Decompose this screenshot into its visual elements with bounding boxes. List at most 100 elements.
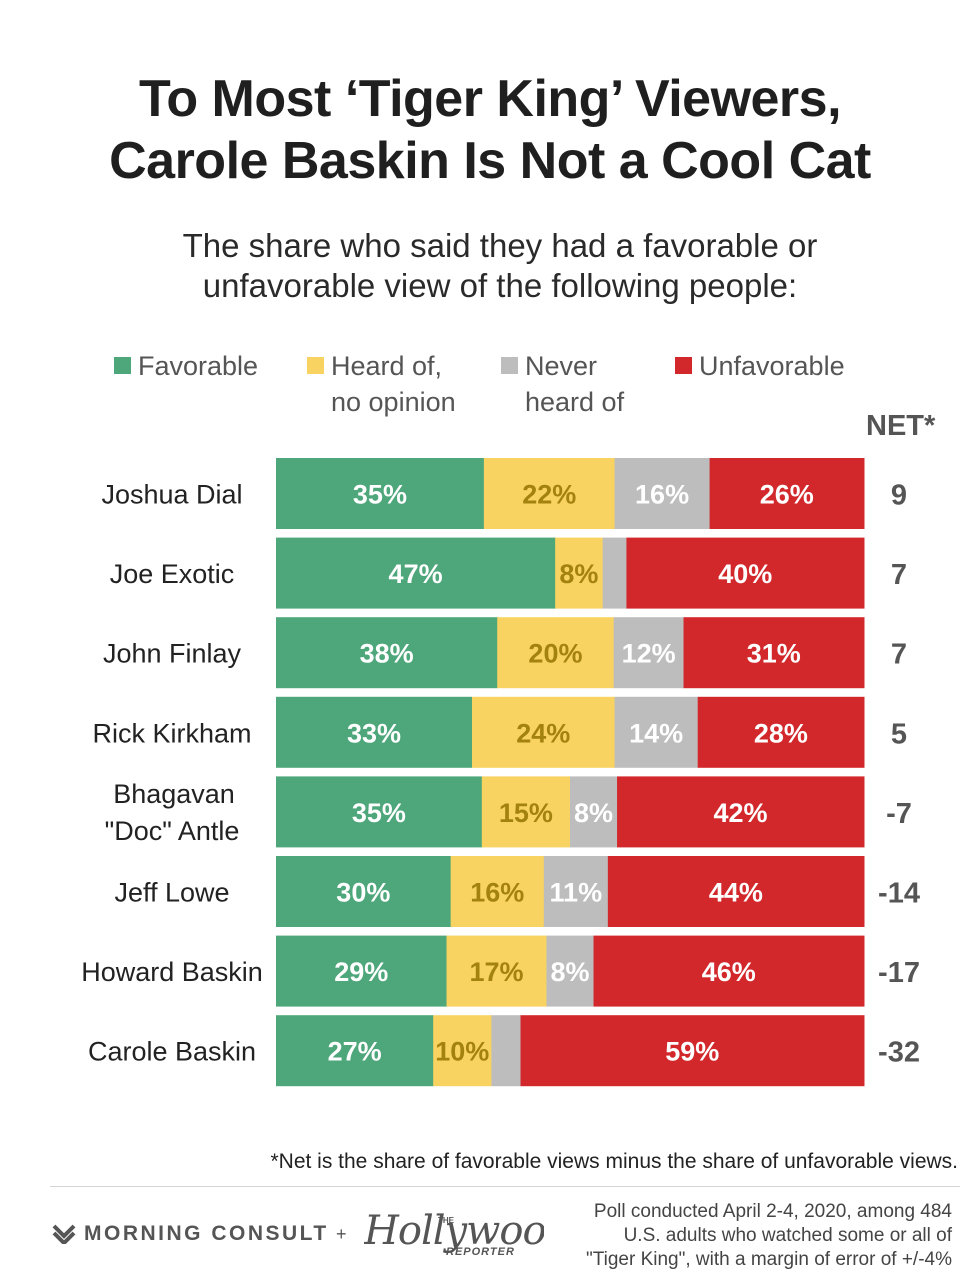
data-label-bhagavan-doc-antle-never-heard-of: 8%: [574, 798, 613, 828]
data-label-carole-baskin-favorable: 27%: [328, 1037, 382, 1067]
bar-segment-rick-kirkham-never-heard-of: [614, 696, 699, 768]
data-label-rick-kirkham-unfavorable: 28%: [754, 718, 808, 748]
data-label-jeff-lowe-unfavorable: 44%: [709, 878, 763, 908]
bar-segment-bhagavan-doc-antle-never-heard-of: [570, 776, 618, 848]
data-label-joe-exotic-unfavorable: 40%: [718, 559, 772, 589]
data-label-carole-baskin-heard-of-no-opinion: 10%: [435, 1037, 489, 1067]
legend-label-favorable: Favorable: [138, 351, 259, 381]
bar-segment-carole-baskin-unfavorable: [520, 1015, 865, 1087]
net-value-joshua-dial: 9: [891, 480, 907, 512]
chart-title: To Most ‘Tiger King’ Viewers, Carole Bas…: [0, 68, 980, 192]
bar-segment-joe-exotic-unfavorable: [626, 537, 865, 609]
net-value-joe-exotic: 7: [891, 559, 907, 591]
data-label-bhagavan-doc-antle-unfavorable: 42%: [713, 798, 767, 828]
footer-divider: [50, 1186, 960, 1187]
footnote: *Net is the share of favorable views min…: [270, 1150, 958, 1173]
bar-segment-joshua-dial-unfavorable: [709, 458, 865, 529]
net-value-rick-kirkham: 5: [891, 718, 907, 750]
legend-label-heard-of-line-1: Heard of,: [331, 351, 443, 381]
hollywood-reporter-wordmark: Hollywood: [364, 1212, 544, 1254]
bar-segment-howard-baskin-never-heard-of: [546, 935, 595, 1007]
data-label-howard-baskin-favorable: 29%: [334, 957, 388, 987]
data-label-carole-baskin-unfavorable: 59%: [665, 1037, 719, 1067]
category-label-carole-baskin: Carole Baskin: [88, 1037, 256, 1067]
legend-label-never-heard-line-2: heard of: [525, 387, 625, 417]
data-label-rick-kirkham-favorable: 33%: [347, 718, 401, 748]
chart-subtitle-line-1: The share who said they had a favorable …: [182, 227, 818, 264]
bar-segment-john-finlay-unfavorable: [683, 617, 865, 689]
morning-consult-wordmark: MORNING CONSULT: [84, 1222, 329, 1245]
net-value-john-finlay: 7: [891, 639, 907, 671]
bar-segment-bhagavan-doc-antle-favorable: [276, 776, 483, 848]
legend-swatch-heard-of: [307, 357, 324, 374]
legend-label-never-heard-line-1: Never: [525, 351, 598, 381]
net-value-howard-baskin: -17: [878, 957, 920, 989]
brand-plus-sign: +: [336, 1224, 347, 1244]
category-label-bhagavan-doc-antle: Bhagavan "Doc" Antle: [105, 779, 240, 846]
data-label-howard-baskin-never-heard-of: 8%: [550, 957, 589, 987]
bar-segment-john-finlay-never-heard-of: [613, 617, 685, 689]
data-label-jeff-lowe-heard-of-no-opinion: 16%: [470, 878, 524, 908]
data-label-jeff-lowe-never-heard-of: 11%: [550, 878, 603, 908]
legend-swatch-never-heard: [501, 357, 518, 374]
net-value-jeff-lowe: -14: [878, 878, 920, 910]
poll-note-line-2: U.S. adults who watched some or all of: [623, 1225, 952, 1246]
net-column-header: NET*: [866, 410, 936, 442]
poll-methodology-note: Poll conducted April 2-4, 2020, among 48…: [560, 1200, 952, 1272]
bar-segment-howard-baskin-unfavorable: [593, 935, 865, 1007]
category-label-rick-kirkham: Rick Kirkham: [92, 718, 251, 748]
data-label-howard-baskin-heard-of-no-opinion: 17%: [469, 957, 523, 987]
data-label-bhagavan-doc-antle-favorable: 35%: [352, 798, 406, 828]
data-label-john-finlay-never-heard-of: 12%: [622, 639, 676, 669]
bar-segment-howard-baskin-heard-of-no-opinion: [446, 935, 547, 1007]
bar-segment-rick-kirkham-heard-of-no-opinion: [472, 696, 616, 768]
data-label-rick-kirkham-heard-of-no-opinion: 24%: [516, 718, 570, 748]
data-label-bhagavan-doc-antle-heard-of-no-opinion: 15%: [499, 798, 553, 828]
data-label-joe-exotic-heard-of-no-opinion: 8%: [559, 559, 598, 589]
bar-segment-jeff-lowe-unfavorable: [607, 856, 865, 927]
data-label-joshua-dial-heard-of-no-opinion: 22%: [522, 480, 576, 510]
bar-segment-joe-exotic-favorable: [276, 537, 556, 609]
data-label-rick-kirkham-never-heard-of: 14%: [629, 718, 683, 748]
legend-swatch-unfavorable: [675, 357, 692, 374]
data-label-john-finlay-favorable: 38%: [360, 639, 414, 669]
category-label-jeff-lowe: Jeff Lowe: [114, 878, 229, 908]
data-label-howard-baskin-unfavorable: 46%: [702, 957, 756, 987]
category-label-joe-exotic: Joe Exotic: [110, 559, 235, 589]
legend-label-heard-of-line-2: no opinion: [331, 387, 456, 417]
bar-segment-joshua-dial-heard-of-no-opinion: [483, 458, 616, 529]
bar-segment-rick-kirkham-unfavorable: [697, 696, 865, 768]
bar-segment-john-finlay-heard-of-no-opinion: [497, 617, 615, 689]
bar-segment-bhagavan-doc-antle-unfavorable: [617, 776, 865, 848]
bar-segment-john-finlay-favorable: [276, 617, 498, 689]
data-label-jeff-lowe-favorable: 30%: [336, 878, 390, 908]
data-label-john-finlay-heard-of-no-opinion: 20%: [528, 639, 582, 669]
bar-segment-bhagavan-doc-antle-heard-of-no-opinion: [481, 776, 571, 848]
bar-segment-rick-kirkham-favorable: [276, 696, 473, 768]
category-label-joshua-dial: Joshua Dial: [101, 480, 242, 510]
data-label-joshua-dial-never-heard-of: 16%: [635, 480, 689, 510]
chart-title-line-1: To Most ‘Tiger King’ Viewers,: [138, 70, 842, 128]
data-label-john-finlay-unfavorable: 31%: [747, 639, 801, 669]
data-label-joe-exotic-favorable: 47%: [389, 559, 443, 589]
net-value-bhagavan-doc-antle: -7: [886, 798, 912, 830]
bar-segment-carole-baskin-heard-of-no-opinion: [433, 1015, 492, 1087]
legend-label-unfavorable: Unfavorable: [699, 351, 845, 381]
hollywood-reporter-the: THE: [438, 1216, 454, 1225]
hollywood-reporter-logo: Hollywood THE REPORTER: [364, 1212, 544, 1256]
net-value-carole-baskin: -32: [878, 1037, 920, 1069]
poll-note-line-3: "Tiger King", with a margin of error of …: [585, 1249, 952, 1270]
bar-segment-joshua-dial-favorable: [276, 458, 485, 529]
hollywood-reporter-reporter: REPORTER: [446, 1246, 515, 1256]
chart-subtitle: The share who said they had a favorable …: [0, 226, 980, 306]
chart-subtitle-line-2: unfavorable view of the following people…: [202, 267, 798, 304]
data-label-joshua-dial-favorable: 35%: [353, 480, 407, 510]
data-label-joshua-dial-unfavorable: 26%: [760, 480, 814, 510]
bar-segment-jeff-lowe-never-heard-of: [543, 856, 609, 927]
bar-segment-carole-baskin-never-heard-of: [491, 1015, 522, 1087]
category-label-john-finlay: John Finlay: [103, 639, 242, 669]
bar-segment-jeff-lowe-heard-of-no-opinion: [450, 856, 545, 927]
morning-consult-chevron-icon: [52, 1224, 76, 1244]
bar-segment-jeff-lowe-favorable: [276, 856, 452, 927]
